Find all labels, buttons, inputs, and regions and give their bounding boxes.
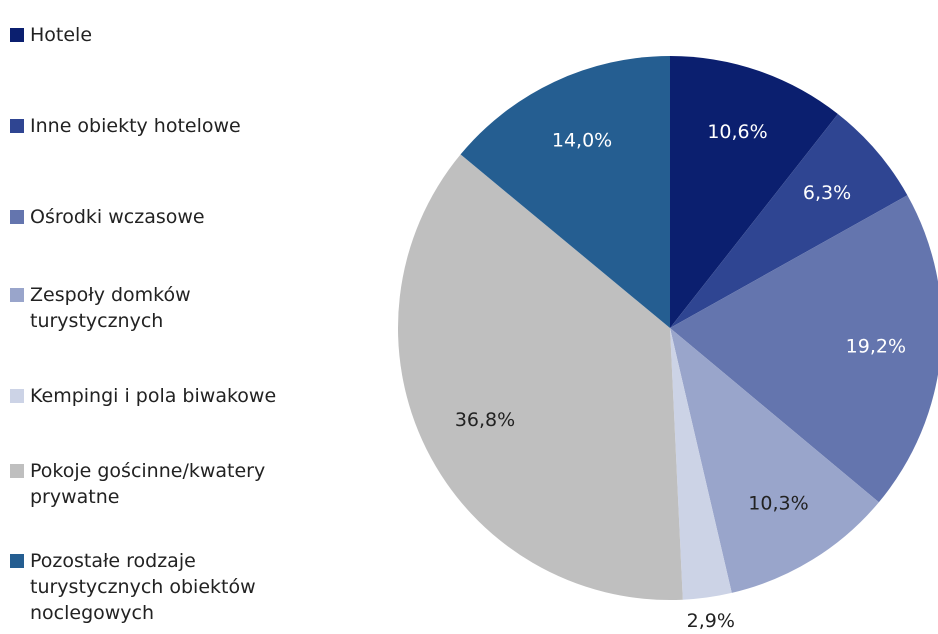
legend-swatch [10, 210, 24, 224]
legend-entry: Pokoje gościnne/kwatery prywatne [10, 458, 310, 510]
legend-entry: Kempingi i pola biwakowe [10, 383, 310, 409]
legend-entry: Inne obiekty hotelowe [10, 113, 310, 139]
legend-swatch [10, 389, 24, 403]
data-label: 14,0% [552, 129, 612, 151]
legend-label: Kempingi i pola biwakowe [30, 385, 277, 407]
data-label: 2,9% [687, 610, 735, 632]
legend-label: Inne obiekty hotelowe [30, 115, 241, 137]
pie-slice [670, 328, 732, 600]
legend-swatch [10, 119, 24, 133]
legend-swatch [10, 464, 24, 478]
legend-label: Hotele [30, 24, 93, 46]
legend-entry: Hotele [10, 22, 310, 48]
pie-slice [670, 114, 908, 328]
legend-entry: Ośrodki wczasowe [10, 204, 310, 230]
legend-entry: Zespoły domków turystycznych [10, 282, 310, 334]
legend-label: Ośrodki wczasowe [30, 206, 205, 228]
pie-slice [397, 154, 683, 600]
legend-swatch [10, 554, 24, 568]
legend-entry: Pozostałe rodzaje turystycznych obiektów… [10, 548, 310, 626]
data-label: 19,2% [846, 336, 906, 358]
legend-label: Zespoły domków turystycznych [30, 284, 191, 332]
legend-swatch [10, 28, 24, 42]
data-label: 6,3% [803, 182, 851, 204]
data-label: 10,6% [707, 121, 767, 143]
pie-slice [670, 328, 879, 593]
legend-swatch [10, 288, 24, 302]
pie-slice [670, 56, 838, 328]
pie-slice [460, 55, 670, 328]
data-label: 36,8% [455, 409, 515, 431]
legend-label: Pozostałe rodzaje turystycznych obiektów… [30, 550, 256, 624]
data-label: 10,3% [748, 492, 808, 514]
legend-label: Pokoje gościnne/kwatery prywatne [30, 460, 266, 508]
pie-slice [670, 195, 938, 503]
